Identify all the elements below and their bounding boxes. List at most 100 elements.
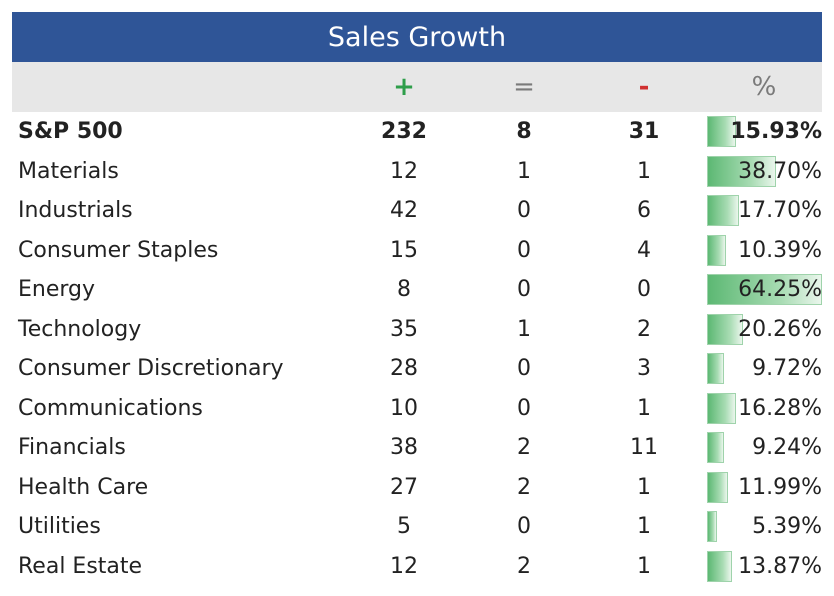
percent-data-bar [707,392,737,424]
row-name: Health Care [18,474,149,500]
row-name: Consumer Discretionary [18,356,284,381]
row-percent-cell: 17.70% [707,195,822,226]
row-minus-count: 1 [637,553,651,579]
percent-data-bar [707,234,726,266]
percent-data-bar [707,155,777,187]
row-name: Industrials [18,198,133,223]
row-plus-count: 5 [397,514,411,539]
row-name: Energy [18,277,96,302]
row-minus-count: 3 [637,356,651,381]
row-plus-count: 42 [390,198,418,223]
percent-data-bar [707,313,744,345]
percent-label: 64.25% [738,277,822,302]
header-percent: % [751,72,777,102]
row-name: Communications [18,395,203,421]
row-percent-cell: 20.26% [707,313,822,345]
sales-growth-table: Sales Growth + = - % S&P 500 232 8 31 15.93%… [12,12,822,586]
row-equal-count: 0 [517,237,531,263]
row-percent-cell: 64.25% [707,274,822,305]
percent-data-bar [707,116,736,147]
percent-label: 20.26% [738,316,822,342]
row-plus-count: 28 [390,356,418,381]
table-row: Financials 38 2 11 9.24% [12,428,822,468]
percent-label: 15.93% [730,119,822,144]
row-name: Financials [18,435,126,460]
row-minus-count: 1 [637,158,651,184]
table-row: Energy 8 0 0 64.25% [12,270,822,310]
row-plus-count: 38 [390,435,418,460]
row-minus-count: 1 [637,514,651,539]
percent-label: 9.72% [752,356,822,381]
row-plus-count: 27 [390,474,418,500]
row-equal-count: 0 [517,395,531,421]
row-percent-cell: 15.93% [707,116,822,147]
row-minus-count: 4 [637,237,651,263]
table-row: Real Estate 12 2 1 13.87% [12,547,822,587]
row-percent-cell: 38.70% [707,155,822,187]
percent-data-bar [707,432,724,463]
row-minus-count: 6 [637,198,651,223]
table-row: Consumer Discretionary 28 0 3 9.72% [12,349,822,389]
table-row: Industrials 42 0 6 17.70% [12,191,822,231]
header-equal: = [513,72,535,102]
row-plus-count: 8 [397,277,411,302]
percent-label: 16.28% [738,395,822,421]
percent-label: 13.87% [738,553,822,579]
row-plus-count: 12 [390,158,418,184]
percent-data-bar [707,511,717,542]
table-body: S&P 500 232 8 31 15.93% Materials 12 1 1 38.70% In… [12,112,822,586]
row-plus-count: 12 [390,553,418,579]
percent-label: 17.70% [738,198,822,223]
row-equal-count: 2 [517,435,531,460]
row-minus-count: 31 [628,119,660,144]
percent-data-bar [707,471,729,503]
row-name: Real Estate [18,553,143,579]
row-percent-cell: 13.87% [707,550,822,582]
percent-data-bar [707,353,725,384]
row-equal-count: 8 [516,119,532,144]
percent-label: 10.39% [738,237,822,263]
percent-label: 9.24% [752,435,822,460]
row-minus-count: 1 [637,474,651,500]
table-row: Communications 10 0 1 16.28% [12,389,822,429]
row-percent-cell: 10.39% [707,234,822,266]
row-name: Consumer Staples [18,237,219,263]
table-title: Sales Growth [12,12,822,62]
row-name: Technology [18,316,142,342]
row-plus-count: 232 [381,119,427,144]
row-plus-count: 35 [390,316,418,342]
table-row: Health Care 27 2 1 11.99% [12,468,822,508]
percent-data-bar [707,195,739,226]
percent-label: 11.99% [738,474,822,500]
row-minus-count: 11 [630,435,658,460]
row-percent-cell: 11.99% [707,471,822,503]
percent-data-bar [707,274,822,305]
table-row: S&P 500 232 8 31 15.93% [12,112,822,152]
header-row: + = - % [12,62,822,112]
table-row: Materials 12 1 1 38.70% [12,152,822,192]
row-percent-cell: 9.72% [707,353,822,384]
row-equal-count: 2 [517,474,531,500]
row-minus-count: 0 [637,277,651,302]
row-name: S&P 500 [18,119,123,144]
row-equal-count: 0 [517,514,531,539]
row-plus-count: 10 [390,395,418,421]
percent-data-bar [707,550,732,582]
row-percent-cell: 5.39% [707,511,822,542]
header-plus: + [393,72,415,102]
row-equal-count: 1 [517,158,531,184]
percent-label: 5.39% [752,514,822,539]
row-equal-count: 0 [517,356,531,381]
row-minus-count: 2 [637,316,651,342]
percent-label: 38.70% [738,158,822,184]
row-plus-count: 15 [390,237,418,263]
row-equal-count: 0 [517,198,531,223]
row-name: Materials [18,158,119,184]
table-row: Consumer Staples 15 0 4 10.39% [12,231,822,271]
table-row: Technology 35 1 2 20.26% [12,310,822,350]
header-minus: - [638,72,650,102]
row-name: Utilities [18,514,101,539]
row-equal-count: 0 [517,277,531,302]
table-row: Utilities 5 0 1 5.39% [12,507,822,547]
row-equal-count: 2 [517,553,531,579]
